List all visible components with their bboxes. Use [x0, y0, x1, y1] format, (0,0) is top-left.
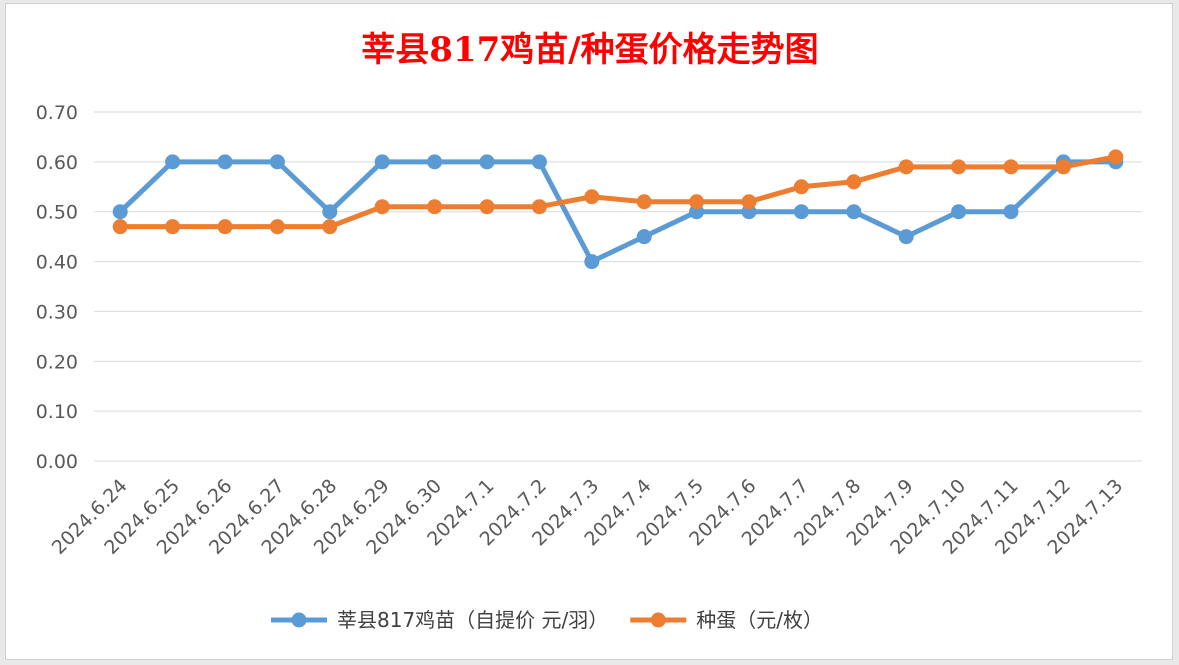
data-point: [217, 219, 233, 235]
y-tick-label: 0.70: [36, 102, 78, 124]
data-point: [112, 219, 128, 235]
data-point: [112, 204, 128, 220]
data-point: [165, 219, 181, 235]
y-tick-label: 0.10: [36, 401, 78, 423]
data-point: [427, 154, 443, 170]
y-tick-label: 0.00: [36, 451, 78, 473]
data-point: [1108, 149, 1124, 165]
data-point: [269, 219, 285, 235]
series-1: [112, 154, 1124, 270]
legend: 莘县817鸡苗（自提价 元/羽） 种蛋（元/枚）: [271, 608, 823, 632]
data-point: [793, 204, 809, 220]
data-point: [165, 154, 181, 170]
data-point: [531, 199, 547, 215]
y-tick-label: 0.30: [36, 301, 78, 323]
y-tick-label: 0.60: [36, 152, 78, 174]
y-tick-label: 0.20: [36, 351, 78, 373]
chart-frame: 莘县817鸡苗/种蛋价格走势图 0.00 0.10 0.20 0.30 0.40 0.50…: [5, 3, 1173, 660]
series-line: [117, 159, 1119, 265]
data-point: [322, 204, 338, 220]
data-point: [951, 159, 967, 175]
series-2: [112, 149, 1124, 235]
data-point: [1003, 159, 1019, 175]
data-point: [636, 229, 652, 245]
y-axis-ticks: 0.00 0.10 0.20 0.30 0.40 0.50 0.60 0.70: [36, 102, 78, 473]
data-point: [427, 199, 443, 215]
data-point: [689, 194, 705, 210]
x-axis-ticks: 2024.6.242024.6.252024.6.262024.6.272024…: [48, 475, 1128, 559]
data-point: [951, 204, 967, 220]
chart-title: 莘县817鸡苗/种蛋价格走势图: [361, 30, 818, 70]
data-point: [846, 204, 862, 220]
data-point: [741, 194, 757, 210]
data-point: [479, 199, 495, 215]
data-point: [793, 179, 809, 195]
line-chart: 莘县817鸡苗/种蛋价格走势图 0.00 0.10 0.20 0.30 0.40 0.50…: [36, 30, 1142, 632]
legend-marker: [291, 612, 307, 628]
data-point: [1003, 204, 1019, 220]
data-point: [636, 194, 652, 210]
data-point: [1055, 159, 1071, 175]
data-point: [846, 174, 862, 190]
data-point: [479, 154, 495, 170]
series-line: [117, 154, 1119, 230]
legend-label: 种蛋（元/枚）: [696, 608, 823, 632]
data-point: [584, 189, 600, 205]
data-point: [269, 154, 285, 170]
data-point: [584, 254, 600, 270]
series-layer: [112, 149, 1124, 270]
y-tick-label: 0.50: [36, 202, 78, 224]
data-point: [374, 154, 390, 170]
data-point: [531, 154, 547, 170]
y-tick-label: 0.40: [36, 252, 78, 274]
legend-label: 莘县817鸡苗（自提价 元/羽）: [337, 608, 608, 632]
data-point: [898, 159, 914, 175]
data-point: [374, 199, 390, 215]
data-point: [322, 219, 338, 235]
data-point: [217, 154, 233, 170]
legend-item-1: 莘县817鸡苗（自提价 元/羽）: [271, 608, 608, 632]
data-point: [898, 229, 914, 245]
legend-marker: [650, 612, 666, 628]
legend-item-2: 种蛋（元/枚）: [630, 608, 823, 632]
